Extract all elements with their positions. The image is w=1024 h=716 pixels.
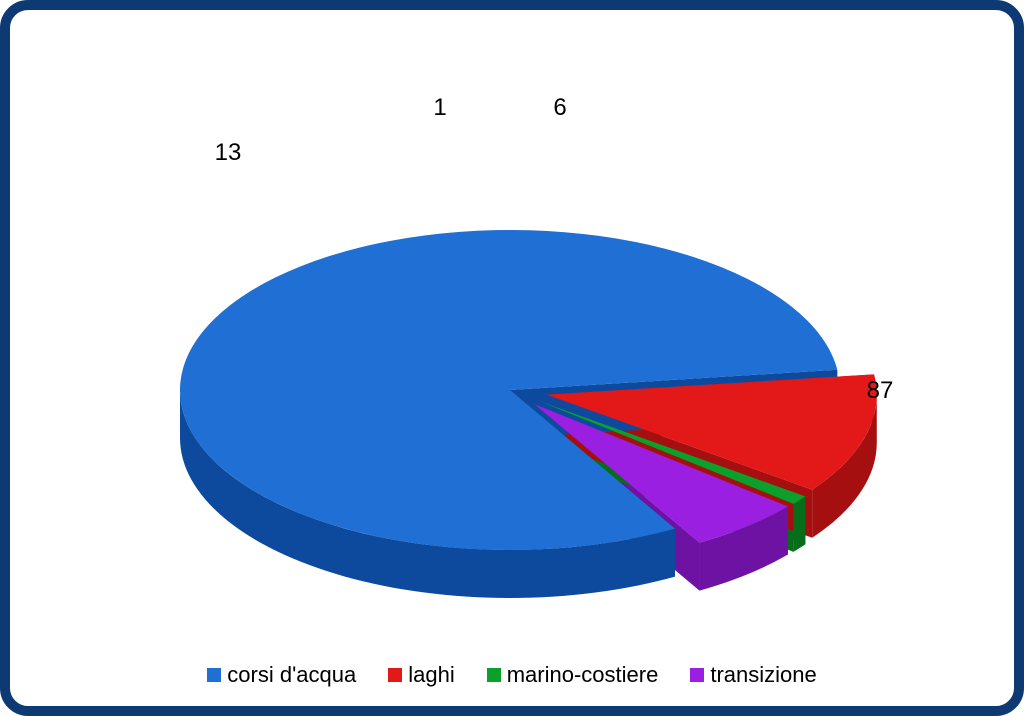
pie-slice-label: 6 (553, 94, 566, 121)
legend-item: transizione (690, 662, 816, 688)
chart-frame: 87 13 1 6 corsi d'acqua laghi marino-costiere… (0, 0, 1024, 716)
pie-slice-label: 1 (433, 94, 446, 121)
legend: corsi d'acqua laghi marino-costiere transiz… (10, 662, 1014, 688)
pie-chart: 87 13 1 6 (10, 10, 1014, 636)
legend-item: laghi (388, 662, 454, 688)
pie-slice-side (793, 496, 805, 551)
legend-item: corsi d'acqua (207, 662, 356, 688)
legend-label: laghi (408, 662, 454, 688)
legend-swatch (207, 668, 221, 682)
pie-slice-label: 87 (867, 377, 894, 404)
legend-swatch (690, 668, 704, 682)
legend-label: marino-costiere (507, 662, 659, 688)
pie-svg: 87 13 1 6 (10, 10, 1014, 636)
legend-swatch (487, 668, 501, 682)
pie-slice-label: 13 (215, 139, 242, 166)
legend-label: corsi d'acqua (227, 662, 356, 688)
legend-label: transizione (710, 662, 816, 688)
legend-swatch (388, 668, 402, 682)
legend-item: marino-costiere (487, 662, 659, 688)
